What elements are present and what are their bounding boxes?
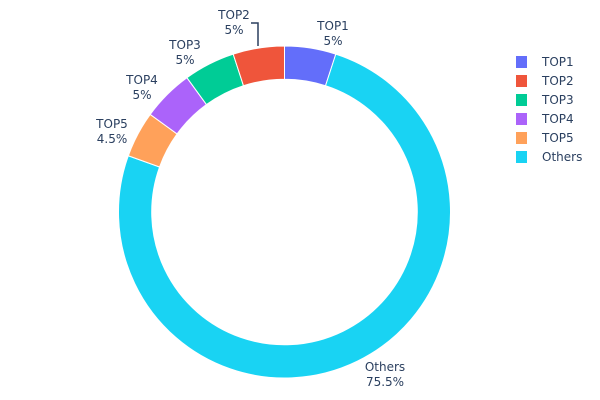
legend: TOP1 TOP2 TOP3 TOP4 TOP5 Others	[516, 55, 582, 164]
legend-item-others[interactable]: Others	[516, 150, 582, 164]
legend-item-top5[interactable]: TOP5	[516, 131, 574, 145]
slice-label-top1: TOP1 5%	[316, 19, 349, 48]
slice-label-top4: TOP4 5%	[125, 73, 158, 102]
slice-labels: TOP1 5% Others 75.5% TOP5 4.5% TOP4 5% TOP3 5% TOP…	[95, 8, 405, 389]
legend-item-top2[interactable]: TOP2	[516, 74, 574, 88]
legend-label: TOP4	[541, 112, 574, 126]
legend-item-top3[interactable]: TOP3	[516, 93, 574, 107]
legend-swatch	[516, 75, 527, 87]
legend-label: Others	[542, 150, 582, 164]
slice-label-top2: TOP2 5%	[217, 8, 250, 37]
legend-swatch	[516, 151, 527, 163]
slice-label-top5: TOP5 4.5%	[95, 117, 128, 146]
donut-slices	[118, 45, 451, 379]
legend-label: TOP2	[541, 74, 574, 88]
legend-label: TOP5	[541, 131, 574, 145]
legend-label: TOP3	[541, 93, 574, 107]
legend-swatch	[516, 56, 527, 68]
legend-label: TOP1	[541, 55, 574, 69]
slice-label-top3: TOP3 5%	[168, 38, 201, 67]
slice-top2[interactable]	[232, 45, 285, 87]
legend-swatch	[516, 94, 527, 106]
legend-swatch	[516, 132, 527, 144]
legend-item-top4[interactable]: TOP4	[516, 112, 574, 126]
slice-label-others: Others 75.5%	[365, 360, 405, 389]
leader-line-top2	[251, 22, 259, 46]
legend-item-top1[interactable]: TOP1	[516, 55, 574, 69]
slice-others[interactable]	[118, 53, 451, 379]
legend-swatch	[516, 113, 527, 125]
